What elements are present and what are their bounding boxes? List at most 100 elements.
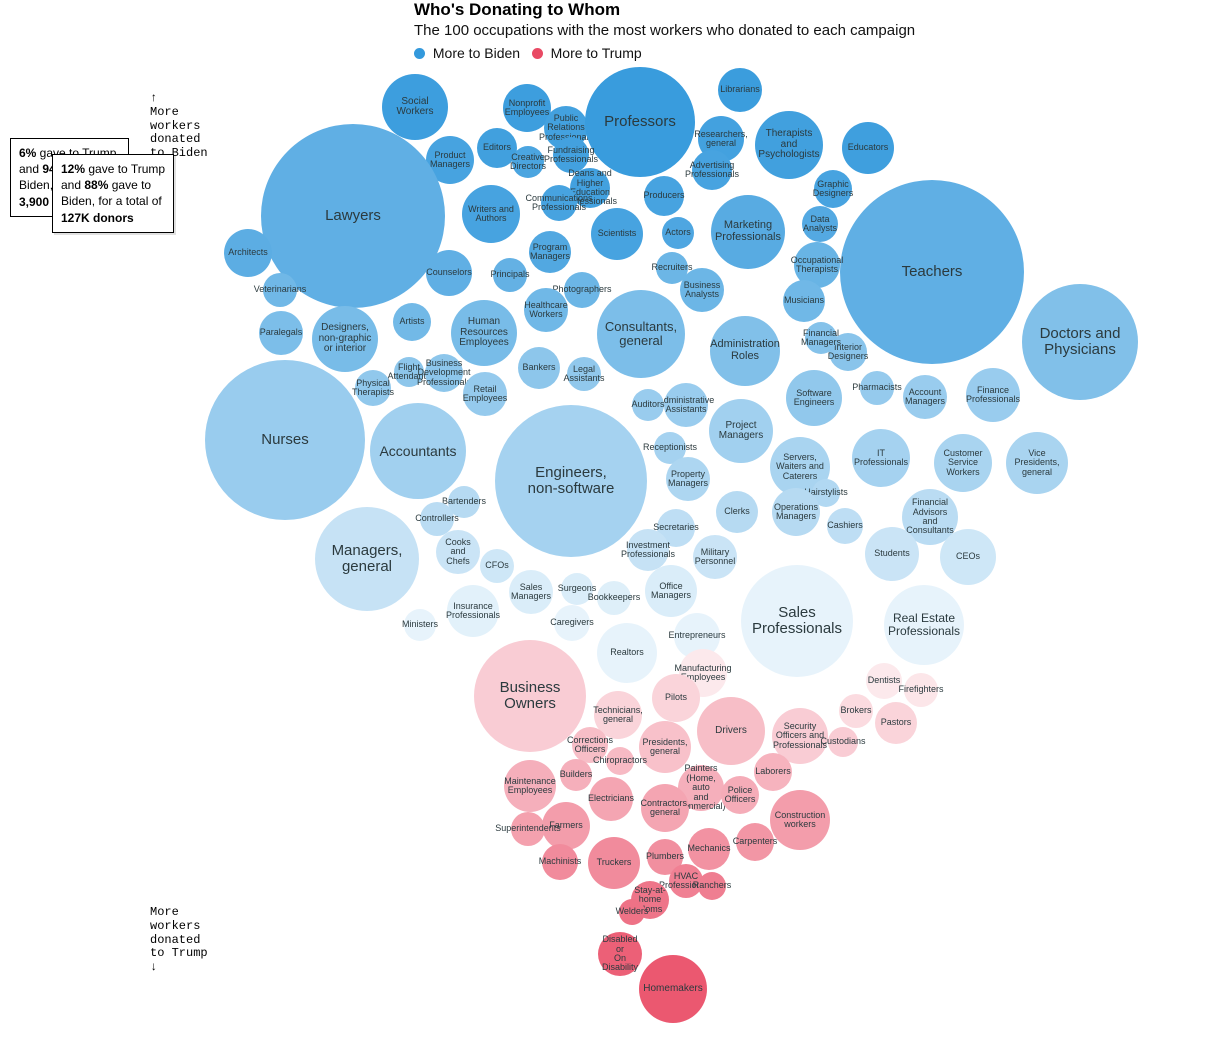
bubble[interactable]: Machinists [542,844,578,880]
bubble[interactable]: Architects [224,229,272,277]
bubble[interactable]: Finance Professionals [966,368,1020,422]
bubble[interactable]: Presidents, general [639,721,691,773]
bubble[interactable]: Corrections Officers [572,727,608,763]
bubble[interactable]: Principals [493,258,527,292]
bubble[interactable]: Legal Assistants [567,357,601,391]
bubble[interactable]: Maintenance Employees [504,760,556,812]
bubble[interactable]: Marketing Professionals [711,195,785,269]
bubble[interactable]: Producers [644,176,684,216]
bubble[interactable]: Therapists and Psychologists [755,111,823,179]
bubble[interactable]: Doctors and Physicians [1022,284,1138,400]
bubble[interactable]: Cooks and Chefs [436,530,480,574]
bubble[interactable]: Financial Managers [805,322,837,354]
bubble[interactable]: Pilots [652,674,700,722]
bubble[interactable]: Project Managers [709,399,773,463]
bubble[interactable]: IT Professionals [852,429,910,487]
bubble[interactable]: Fundraising Professionals [553,137,589,173]
bubble[interactable]: Builders [560,759,592,791]
bubble[interactable]: Designers, non-graphic or interior [312,306,378,372]
bubble[interactable]: Nurses [205,360,365,520]
bubble[interactable]: Graphic Designers [814,170,852,208]
bubble[interactable]: Managers, general [315,507,419,611]
bubble[interactable]: Firefighters [904,673,938,707]
bubble[interactable]: Retail Employees [463,372,507,416]
bubble[interactable]: Ranchers [698,872,726,900]
bubble[interactable]: Surgeons [561,573,593,605]
bubble[interactable]: Dentists [866,663,902,699]
bubble[interactable]: Veterinarians [263,273,297,307]
bubble[interactable]: Customer Service Workers [934,434,992,492]
bubble[interactable]: Investment Professionals [627,529,669,571]
bubble[interactable]: Laborers [754,753,792,791]
bubble[interactable]: Realtors [597,623,657,683]
bubble[interactable]: Military Personnel [693,535,737,579]
bubble[interactable]: Account Managers [903,375,947,419]
bubble[interactable]: Homemakers [639,955,707,1023]
bubble[interactable]: Actors [662,217,694,249]
bubble[interactable]: Accountants [370,403,466,499]
bubble[interactable]: Administrative Assistants [664,383,708,427]
bubble[interactable]: CEOs [940,529,996,585]
bubble[interactable]: Flight Attendants [394,357,424,387]
bubble[interactable]: Police Officers [721,776,759,814]
bubble[interactable]: Property Managers [666,457,710,501]
bubble[interactable]: Pastors [875,702,917,744]
bubble[interactable]: Social Workers [382,74,448,140]
bubble[interactable]: Custodians [828,727,858,757]
bubble[interactable]: Consultants, general [597,290,685,378]
bubble[interactable]: Mechanics [688,828,730,870]
bubble[interactable]: Counselors [426,250,472,296]
bubble[interactable]: Sales Professionals [741,565,853,677]
bubble[interactable]: Creative Directors [512,146,544,178]
bubble[interactable]: Pharmacists [860,371,894,405]
bubble[interactable]: Advertising Professionals [692,150,732,190]
bubble[interactable]: Bankers [518,347,560,389]
bubble[interactable]: Welders [619,899,645,925]
bubble[interactable]: Construction workers [770,790,830,850]
bubble[interactable]: Vice Presidents, general [1006,432,1068,494]
bubble[interactable]: Photographers [564,272,600,308]
bubble[interactable]: Disabled or On Disability [598,932,642,976]
bubble[interactable]: Ministers [404,609,436,641]
bubble[interactable]: Writers and Authors [462,185,520,243]
bubble[interactable]: Administration Roles [710,316,780,386]
bubble[interactable]: Educators [842,122,894,174]
bubble[interactable]: Clerks [716,491,758,533]
bubble[interactable]: Drivers [697,697,765,765]
bubble[interactable]: CFOs [480,549,514,583]
bubble[interactable]: Operations Managers [772,488,820,536]
bubble[interactable]: Office Managers [645,565,697,617]
bubble[interactable]: Artists [393,303,431,341]
bubble[interactable]: Healthcare Workers [524,288,568,332]
bubble[interactable]: Caregivers [554,605,590,641]
bubble[interactable]: Teachers [840,180,1024,364]
bubble[interactable]: Real Estate Professionals [884,585,964,665]
bubble[interactable]: Insurance Professionals [447,585,499,637]
bubble[interactable]: Students [865,527,919,581]
bubble[interactable]: Musicians [783,280,825,322]
bubble[interactable]: Communications Professionals [541,185,577,221]
bubble[interactable]: Farmers [542,802,590,850]
bubble[interactable]: Contractors, general [641,784,689,832]
bubble[interactable]: Human Resources Employees [451,300,517,366]
bubble[interactable]: Chiropractors [606,747,634,775]
bubble[interactable]: Physical Therapists [355,370,391,406]
bubble[interactable]: Librarians [718,68,762,112]
bubble[interactable]: Cashiers [827,508,863,544]
bubble[interactable]: Truckers [588,837,640,889]
bubble[interactable]: Auditors [632,389,664,421]
bubble[interactable]: Bookkeepers [597,581,631,615]
bubble[interactable]: Editors [477,128,517,168]
bubble[interactable]: Brokers [839,694,873,728]
bubble[interactable]: Carpenters [736,823,774,861]
bubble[interactable]: Business Owners [474,640,586,752]
bubble[interactable]: Program Managers [529,231,571,273]
bubble[interactable]: Data Analysts [802,206,838,242]
bubble[interactable]: Business Analysts [680,268,724,312]
bubble[interactable]: Software Engineers [786,370,842,426]
bubble[interactable]: Electricians [589,777,633,821]
bubble[interactable]: Sales Managers [509,570,553,614]
bubble[interactable]: Superintendents [511,812,545,846]
bubble[interactable]: Business Development Professionals [425,354,463,392]
bubble[interactable]: Paralegals [259,311,303,355]
